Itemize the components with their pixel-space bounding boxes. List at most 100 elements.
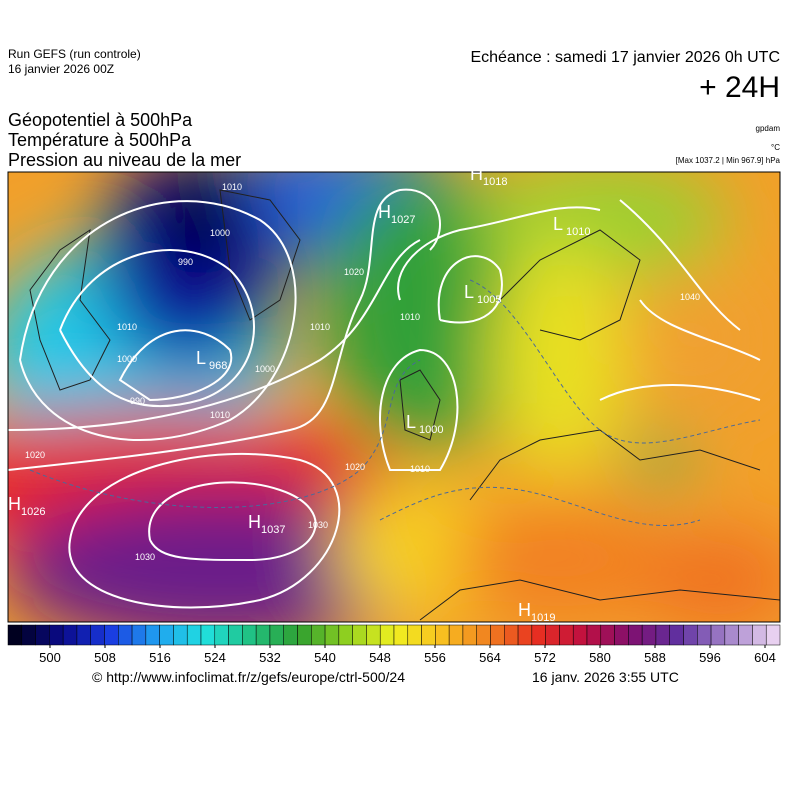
- run-label: Run GEFS (run controle): [8, 47, 141, 61]
- colorbar-swatch: [559, 624, 574, 646]
- isobar-label: 1010: [400, 312, 420, 322]
- colorbar-swatch: [35, 624, 50, 646]
- colorbar-tick-label: 604: [754, 650, 776, 665]
- colorbar-swatch: [242, 624, 257, 646]
- isobar-label: 1040: [680, 292, 700, 302]
- center-type: H: [470, 164, 483, 184]
- colorbar-swatch: [545, 624, 560, 646]
- run-date: 16 janvier 2026 00Z: [8, 62, 114, 76]
- isobar-label: 1000: [117, 354, 137, 364]
- colorbar-swatch: [324, 624, 340, 646]
- center-type: L: [406, 412, 416, 432]
- center-value: 1037: [261, 524, 285, 536]
- colorbar-swatch: [214, 624, 229, 646]
- colorbar-swatch: [269, 624, 284, 646]
- colorbar-swatch: [421, 624, 436, 646]
- colorbar-swatch: [669, 624, 684, 646]
- colorbar-swatch: [724, 624, 739, 646]
- colorbar-swatch: [228, 624, 243, 646]
- colorbar-tick-label: 500: [39, 650, 61, 665]
- center-value: 1005: [477, 294, 501, 306]
- colorbar-tick-label: 596: [699, 650, 721, 665]
- colorbar-swatch: [572, 624, 588, 646]
- center-type: L: [553, 214, 563, 234]
- colorbar-swatch: [517, 624, 533, 646]
- colorbar-swatch: [765, 624, 781, 646]
- colorbar-swatch: [104, 624, 119, 646]
- colorbar-swatch: [600, 624, 615, 646]
- colorbar-swatch: [173, 624, 188, 646]
- colorbar-swatch: [200, 624, 216, 646]
- colorbar-tick-label: 564: [479, 650, 501, 665]
- colorbar-swatch: [462, 624, 477, 646]
- pressure-center: L 968: [196, 348, 227, 372]
- colorbar-swatch: [379, 624, 395, 646]
- center-type: H: [248, 512, 261, 532]
- colorbar-swatch: [159, 624, 174, 646]
- colorbar-tick-label: 580: [589, 650, 611, 665]
- isobar-label: 1020: [345, 462, 365, 472]
- unit-label: gpdam: [756, 124, 781, 133]
- lead-time: + 24H: [699, 71, 780, 104]
- colorbar-swatch: [697, 624, 712, 646]
- render-time: 16 janv. 2026 3:55 UTC: [532, 669, 679, 685]
- colorbar-swatch: [435, 624, 450, 646]
- center-type: H: [518, 600, 531, 620]
- isobar-label: 990: [130, 396, 145, 406]
- colorbar-swatch: [7, 624, 23, 646]
- center-value: 1010: [566, 226, 590, 238]
- colorbar-tick-label: 588: [644, 650, 666, 665]
- colorbar: 500 508 516 524 532 540 548 556 564 572 580 588 596 6…: [7, 624, 781, 665]
- title-line: Géopotentiel à 500hPa: [8, 110, 193, 130]
- colorbar-swatch: [683, 624, 698, 646]
- colorbar-swatch: [490, 624, 505, 646]
- isobar-label: 1020: [344, 267, 364, 277]
- isobar-label: 990: [178, 257, 193, 267]
- isobar-label: 1000: [255, 364, 275, 374]
- isobar-label: 1030: [308, 520, 328, 530]
- colorbar-tick-label: 556: [424, 650, 446, 665]
- pressure-center: H 1026: [8, 494, 45, 518]
- source-url: © http://www.infoclimat.fr/z/gefs/europe…: [92, 669, 405, 685]
- colorbar-swatch: [752, 624, 767, 646]
- colorbar-swatch: [145, 624, 160, 646]
- colorbar-tick-label: 524: [204, 650, 226, 665]
- colorbar-swatch: [311, 624, 326, 646]
- colorbar-swatch: [338, 624, 353, 646]
- map-frame: [7, 171, 781, 623]
- center-value: 1018: [483, 176, 507, 188]
- isobar-label: 1010: [210, 410, 230, 420]
- isobar-label: 1000: [210, 228, 230, 238]
- colorbar-swatch: [21, 624, 36, 646]
- colorbar-swatch: [76, 624, 91, 646]
- colorbar-tick-label: 516: [149, 650, 171, 665]
- colorbar-tick-label: 540: [314, 650, 336, 665]
- pressure-center: H 1027: [378, 202, 415, 226]
- center-value: 1027: [391, 214, 415, 226]
- coastlines: [29, 189, 780, 621]
- isobar-label: 1010: [410, 464, 430, 474]
- isobar-label: 1010: [310, 322, 330, 332]
- colorbar-swatch: [614, 624, 629, 646]
- pressure-center: H 1018: [470, 164, 507, 188]
- valid-time: Echéance : samedi 17 janvier 2026 0h UTC: [470, 49, 780, 66]
- colorbar-swatch: [283, 624, 298, 646]
- title-line: Pression au niveau de la mer: [8, 150, 241, 170]
- colorbar-swatch: [531, 624, 546, 646]
- colorbar-swatch: [628, 624, 643, 646]
- colorbar-swatch: [186, 624, 202, 646]
- unit-label: [Max 1037.2 | Min 967.9] hPa: [676, 156, 781, 165]
- colorbar-swatch: [62, 624, 78, 646]
- unit-label: °C: [771, 143, 780, 152]
- colorbar-swatch: [352, 624, 367, 646]
- colorbar-swatch: [49, 624, 64, 646]
- colorbar-swatch: [118, 624, 133, 646]
- colorbar-tick-label: 548: [369, 650, 391, 665]
- colorbar-swatch: [655, 624, 670, 646]
- center-value: 968: [209, 360, 227, 372]
- colorbar-swatch: [407, 624, 422, 646]
- center-value: 1000: [419, 424, 443, 436]
- pressure-center: H 1019: [518, 600, 555, 624]
- colorbar-swatch: [641, 624, 657, 646]
